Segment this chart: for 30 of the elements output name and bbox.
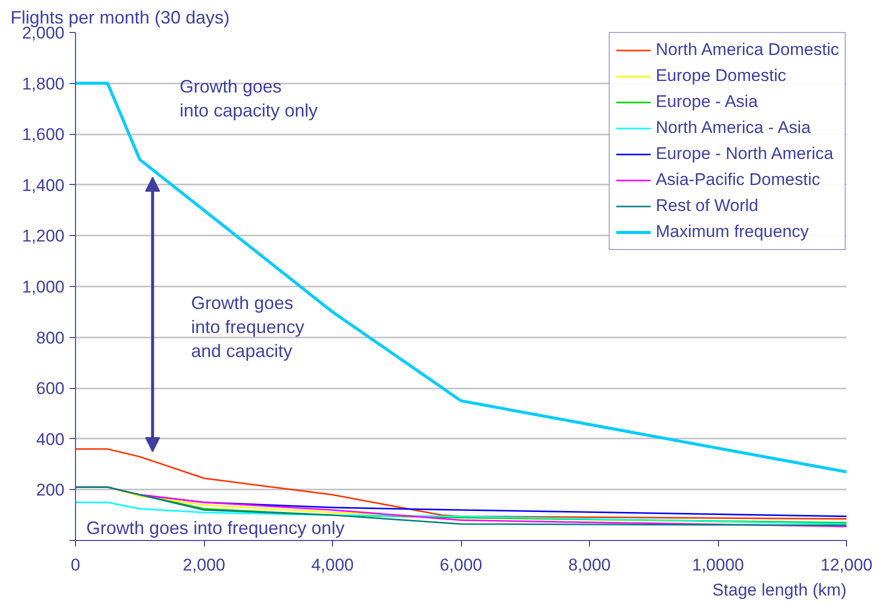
y-tick-label: 200: [36, 480, 65, 500]
legend-label: North America - Asia: [656, 117, 811, 139]
annotation: Growth goes into capacity only: [180, 76, 318, 121]
y-tick-label: 1,400: [22, 176, 65, 195]
y-axis-title: Flights per month (30 days): [10, 8, 230, 28]
y-tick-label: 400: [36, 430, 65, 449]
line-series: [76, 448, 846, 520]
legend-label: Asia-Pacific Domestic: [656, 169, 820, 191]
annotation: Growth goes into frequency only: [86, 518, 344, 538]
annotation: Growth goes into frequency and capacity: [191, 293, 304, 362]
legend-label: Rest of World: [656, 195, 758, 217]
y-tick-label: 1,000: [22, 278, 65, 296]
legend-label: Europe - Asia: [656, 91, 758, 113]
legend-label: North America Domestic: [656, 39, 839, 61]
x-tick-label: 6,000: [440, 556, 482, 574]
x-tick-label: 1,0000: [692, 556, 744, 574]
legend-label: Europe Domestic: [656, 65, 786, 87]
y-tick-label: 600: [36, 379, 65, 398]
legend-label: Europe - North America: [656, 143, 834, 165]
x-tick-label: 4,000: [311, 556, 354, 574]
y-tick-label: 1,600: [22, 125, 65, 144]
x-axis-title: Stage length (km): [712, 580, 847, 600]
legend-label: Maximum frequency: [656, 221, 809, 243]
x-tick-label: 0: [70, 556, 80, 574]
x-tick-label: 12,000: [820, 556, 872, 574]
y-tick-label: 1,200: [22, 226, 65, 246]
x-tick-label: 8,000: [568, 556, 611, 574]
y-tick-label: 800: [36, 328, 65, 348]
y-tick-label: 1,800: [22, 74, 65, 94]
x-tick-label: 2,000: [182, 556, 226, 574]
